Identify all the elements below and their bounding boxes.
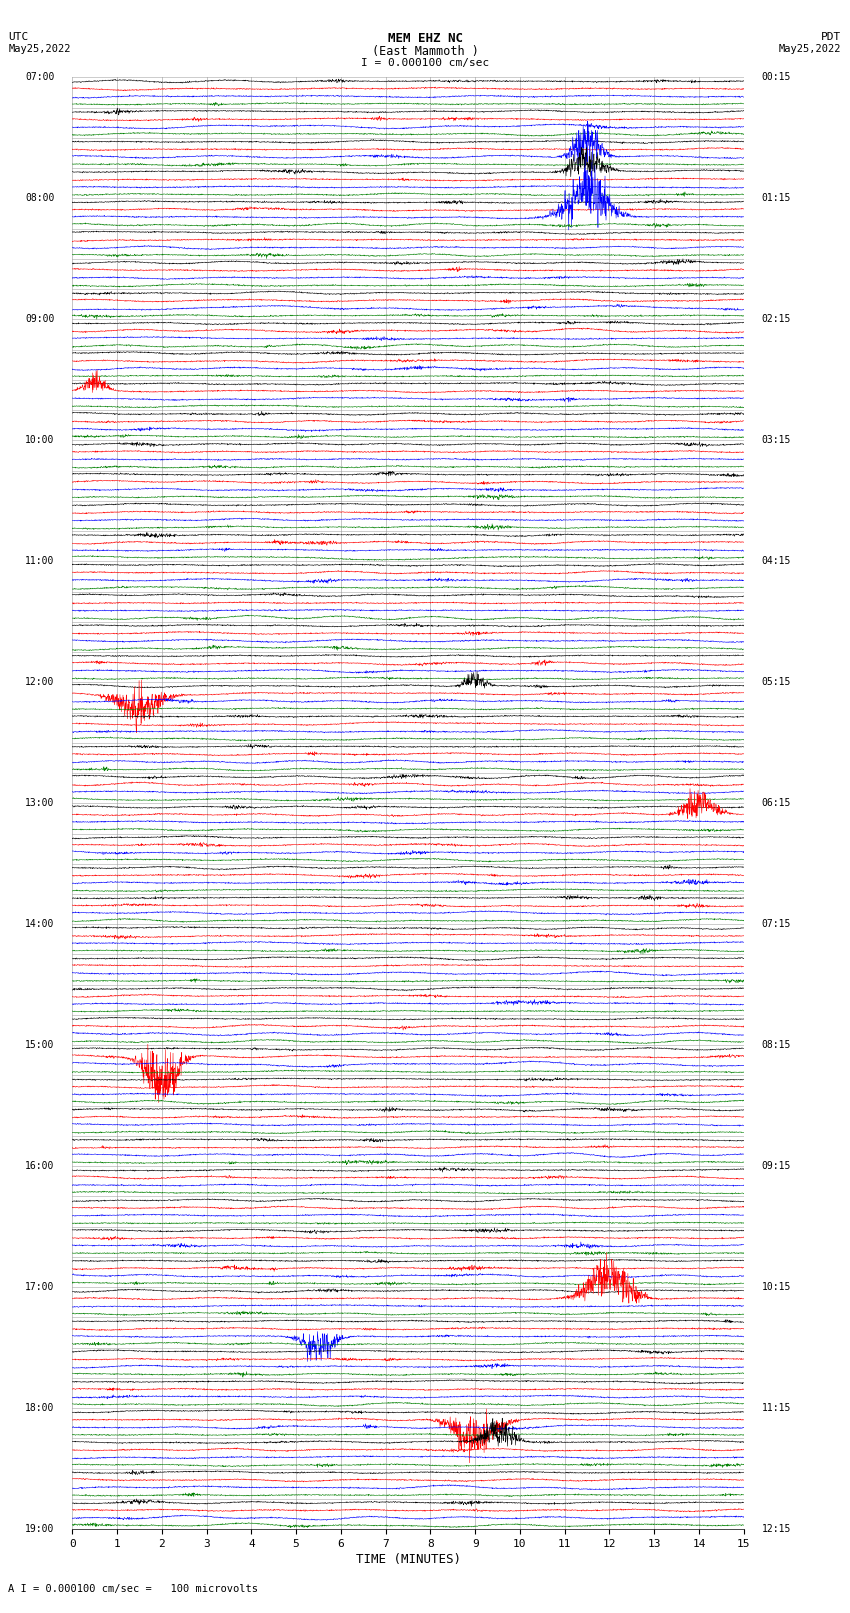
Text: A I = 0.000100 cm/sec =   100 microvolts: A I = 0.000100 cm/sec = 100 microvolts [8,1584,258,1594]
Text: 02:15: 02:15 [762,315,791,324]
Text: 16:00: 16:00 [25,1161,54,1171]
Text: 05:15: 05:15 [762,677,791,687]
Text: 14:00: 14:00 [25,919,54,929]
Text: 09:00: 09:00 [25,315,54,324]
Text: MEM EHZ NC: MEM EHZ NC [388,32,462,45]
Text: 00:15: 00:15 [762,73,791,82]
Text: 11:15: 11:15 [762,1403,791,1413]
Text: I = 0.000100 cm/sec: I = 0.000100 cm/sec [361,58,489,68]
Text: 07:15: 07:15 [762,919,791,929]
Text: UTC: UTC [8,32,29,42]
Text: 04:15: 04:15 [762,556,791,566]
Text: 06:15: 06:15 [762,798,791,808]
Text: 13:00: 13:00 [25,798,54,808]
Text: 10:15: 10:15 [762,1282,791,1292]
Text: May25,2022: May25,2022 [779,44,842,53]
Text: 10:00: 10:00 [25,436,54,445]
Text: 19:00: 19:00 [25,1524,54,1534]
X-axis label: TIME (MINUTES): TIME (MINUTES) [355,1553,461,1566]
Text: 18:00: 18:00 [25,1403,54,1413]
Text: 03:15: 03:15 [762,436,791,445]
Text: 09:15: 09:15 [762,1161,791,1171]
Text: 07:00: 07:00 [25,73,54,82]
Text: PDT: PDT [821,32,842,42]
Text: 12:00: 12:00 [25,677,54,687]
Text: May25,2022: May25,2022 [8,44,71,53]
Text: 01:15: 01:15 [762,194,791,203]
Text: 17:00: 17:00 [25,1282,54,1292]
Text: 08:00: 08:00 [25,194,54,203]
Text: 11:00: 11:00 [25,556,54,566]
Text: 15:00: 15:00 [25,1040,54,1050]
Text: 08:15: 08:15 [762,1040,791,1050]
Text: (East Mammoth ): (East Mammoth ) [371,45,479,58]
Text: 12:15: 12:15 [762,1524,791,1534]
